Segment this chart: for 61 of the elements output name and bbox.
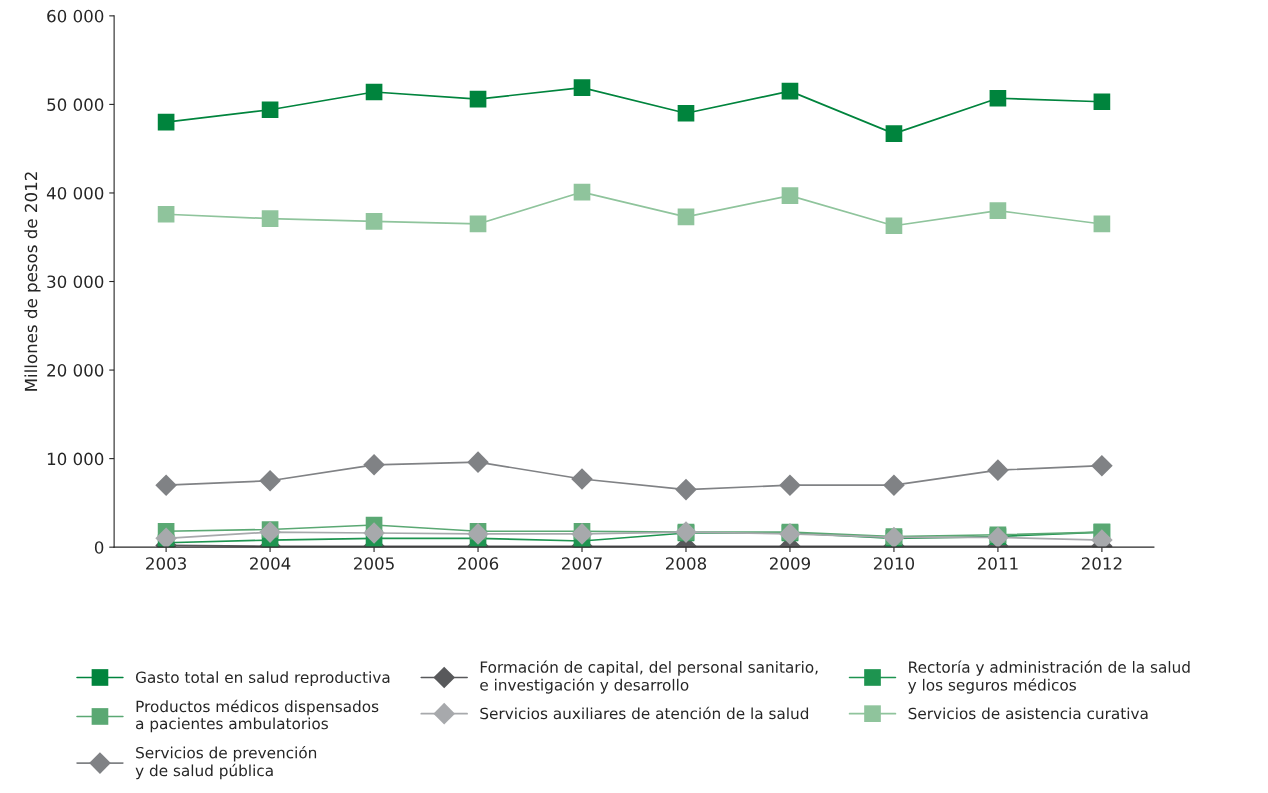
- y-tick-label: 10 000: [47, 452, 104, 466]
- x-tick-label: 2009: [769, 557, 810, 570]
- point: [571, 523, 593, 545]
- point: [261, 101, 279, 119]
- point: [259, 521, 281, 543]
- legend-label: Servicios de prevención y de salud pública: [135, 746, 317, 780]
- point: [781, 187, 799, 204]
- legend-label: Rectoría y administración de la salud y los seguros médicos: [908, 660, 1190, 694]
- point: [885, 125, 903, 142]
- x-tick-label: 2003: [146, 557, 186, 570]
- point: [467, 523, 489, 545]
- legend-label: Servicios de asistencia curativa: [908, 707, 1148, 720]
- point: [883, 474, 905, 496]
- point: [571, 468, 593, 490]
- point: [989, 202, 1007, 220]
- point: [677, 104, 695, 122]
- y-tick-label: 40 000: [46, 186, 104, 200]
- point: [989, 89, 1007, 107]
- point: [157, 205, 175, 223]
- y-axis-title: Millones de pesos de 2012: [24, 172, 41, 391]
- point: [1091, 454, 1113, 477]
- x-tick-label: 2008: [666, 557, 707, 570]
- x-tick-label: 2010: [873, 557, 915, 570]
- y-tick-label: 0: [94, 541, 104, 554]
- point: [363, 454, 385, 476]
- point: [1093, 93, 1111, 111]
- point: [155, 527, 177, 548]
- point: [261, 210, 279, 227]
- point: [363, 522, 385, 544]
- x-tick-label: 2006: [458, 557, 499, 570]
- point: [677, 208, 695, 226]
- legend-label: Gasto total en salud reproductiva: [135, 671, 390, 687]
- point: [573, 183, 591, 201]
- legend-label: Formación de capital, del personal sanitario, e investigación y desarrollo: [480, 660, 818, 694]
- y-tick-label: 20 000: [47, 364, 104, 377]
- point: [469, 90, 487, 108]
- point: [155, 474, 177, 496]
- point: [675, 478, 697, 501]
- point: [779, 474, 801, 496]
- point: [157, 113, 175, 131]
- point: [259, 469, 281, 492]
- x-tick-label: 2011: [977, 557, 1018, 570]
- point: [987, 459, 1009, 481]
- y-tick-label: 30 000: [47, 275, 104, 289]
- point: [469, 215, 487, 233]
- x-tick-label: 2005: [354, 557, 394, 570]
- y-tick-label: 50 000: [47, 98, 104, 111]
- x-tick-label: 2012: [1081, 557, 1122, 570]
- point: [885, 217, 903, 235]
- legend-label: Productos médicos dispensados a pacientes ambulatorios: [136, 699, 379, 733]
- point: [1093, 215, 1111, 233]
- point: [781, 82, 799, 100]
- point: [467, 451, 489, 473]
- point: [365, 83, 383, 101]
- x-tick-label: 2004: [250, 557, 291, 570]
- point: [573, 79, 591, 96]
- point: [365, 212, 383, 230]
- x-tick-label: 2007: [562, 557, 602, 570]
- legend-label: Servicios auxiliares de atención de la salud: [480, 706, 809, 720]
- point: [1091, 529, 1113, 548]
- y-tick-label: 60 000: [47, 9, 104, 23]
